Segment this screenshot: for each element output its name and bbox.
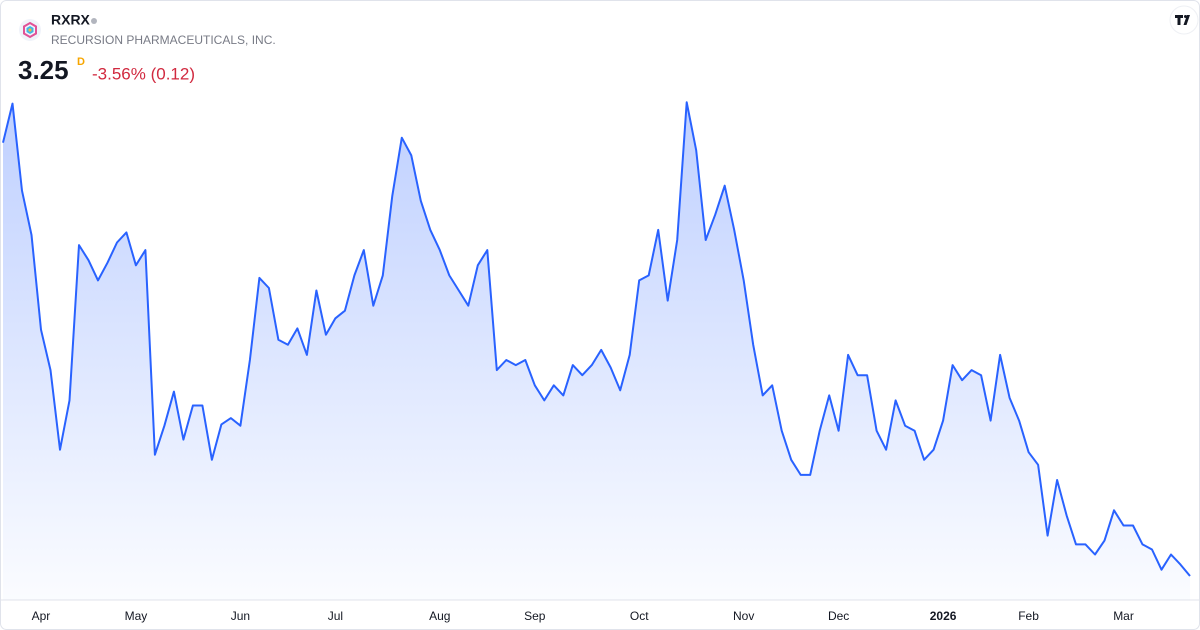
price-line [2,101,1191,577]
area-fill [3,102,1190,601]
x-tick-label: Sep [524,609,546,623]
x-tick-label: Apr [32,609,51,623]
price: 3.25 [18,55,69,85]
status-dot [91,18,97,24]
change: -3.56% (0.12) [92,64,195,83]
x-tick-label: Oct [630,609,649,623]
symbol-logo [19,19,41,41]
x-tick-label: Mar [1113,609,1134,623]
x-tick-label: Jul [328,609,343,623]
ticker: RXRX [51,12,91,28]
x-tick-label: Jun [231,609,250,623]
interval: D [77,56,85,68]
x-tick-label: Nov [733,609,754,623]
tv-logo[interactable] [1169,5,1199,35]
plot-area [2,101,1191,601]
x-tick-label: 2026 [930,609,957,623]
x-tick-label: Feb [1018,609,1039,623]
x-tick-label: Dec [828,609,849,623]
x-tick-label: May [125,609,148,623]
company-name: RECURSION PHARMACEUTICALS, INC. [51,33,276,47]
x-tick-label: Aug [429,609,450,623]
